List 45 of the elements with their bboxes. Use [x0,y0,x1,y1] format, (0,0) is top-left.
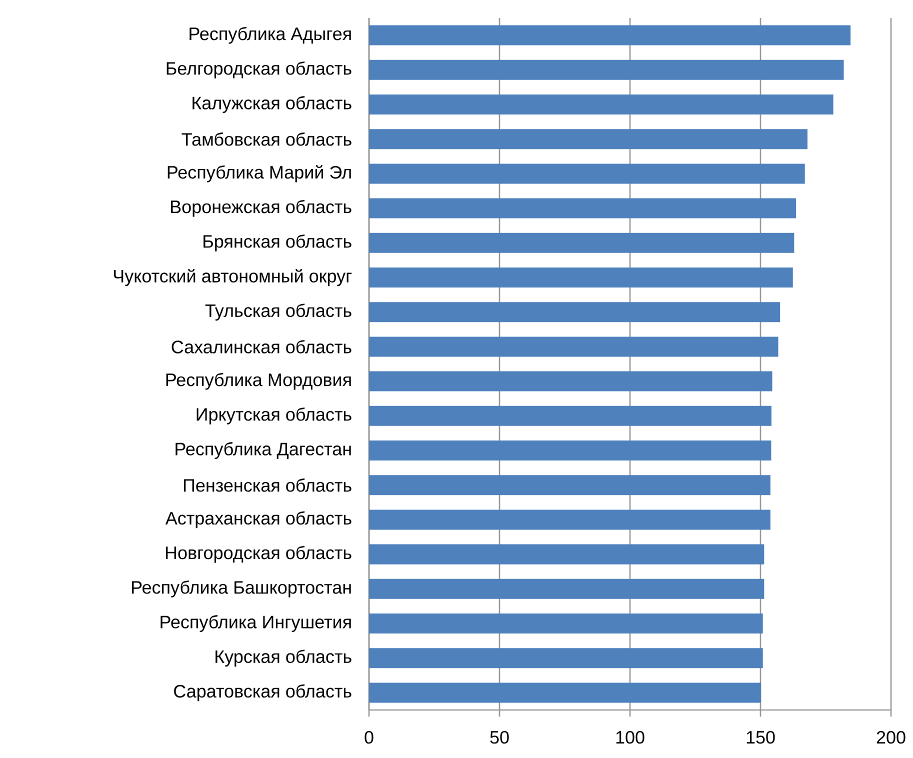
bar [369,129,808,150]
bar [369,406,772,426]
y-tick-label: Калужская область [192,96,352,113]
y-tick-label: Иркутская область [196,407,352,424]
y-tick-label: Республика Адыгея [190,26,351,44]
y-tick-label: Новгородская область [166,546,352,563]
x-tick-label: 50 [490,730,509,744]
y-tick-label: Пензенская область [184,478,352,492]
x-tick-label: 0 [364,730,374,744]
bar [369,336,778,357]
y-tick-label: Тамбовская область [182,132,352,146]
bar [369,198,796,218]
x-tick-label: 200 [876,730,906,744]
y-tick-label: Республика Дагестан [176,442,351,459]
bar [369,25,851,46]
y-tick-label: Белгородская область [166,61,352,78]
y-tick-label: Курская область [216,650,352,667]
bar [369,510,770,530]
bar [369,475,770,496]
y-tick-label: Тульская область [205,304,352,321]
y-tick-label: Республика Ингушетия [160,615,351,632]
bar [369,302,780,322]
bar [369,371,772,392]
bar [369,60,844,80]
x-tick-label: 150 [746,730,775,744]
bar [369,614,763,634]
bar [369,682,762,703]
y-tick-label: Сахалинская область [172,340,352,354]
bar [369,268,793,288]
y-tick-label: Саратовская область [174,684,352,702]
bar [369,440,772,461]
y-tick-label: Республика Мордовия [166,372,351,390]
y-tick-label: Астраханская область [165,511,352,528]
y-tick-label: Республика Башкортостан [132,580,351,598]
x-tick-label: 100 [616,730,644,744]
bar [369,544,764,564]
y-tick-label: Чукотский автономный округ [114,268,352,286]
y-tick-label: Республика Марий Эл [168,165,351,182]
bar [369,164,805,184]
bar [369,578,764,599]
bar [369,94,834,115]
y-tick-label: Брянская область [204,234,352,252]
y-tick-label: Воронежская область [171,200,352,217]
bar [369,648,763,668]
bar [369,232,794,253]
